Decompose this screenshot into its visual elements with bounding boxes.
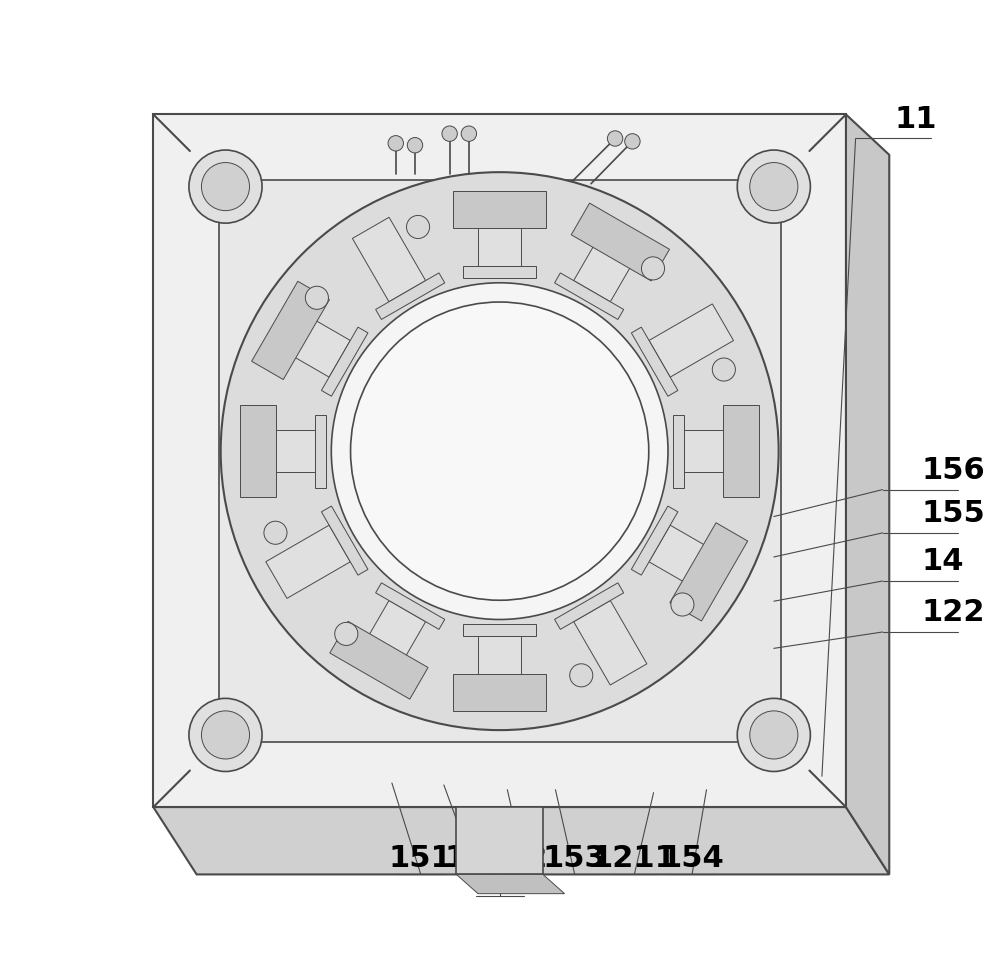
Circle shape	[461, 127, 477, 142]
Polygon shape	[456, 807, 543, 875]
Polygon shape	[321, 328, 368, 397]
Circle shape	[305, 287, 328, 310]
Polygon shape	[352, 601, 426, 685]
Polygon shape	[240, 406, 276, 498]
Circle shape	[442, 127, 457, 142]
Text: 155: 155	[921, 499, 985, 528]
Polygon shape	[478, 636, 521, 709]
Polygon shape	[453, 192, 546, 229]
Polygon shape	[321, 506, 368, 576]
Text: 122: 122	[921, 598, 985, 627]
Polygon shape	[555, 274, 624, 320]
Polygon shape	[649, 526, 734, 599]
Circle shape	[407, 138, 423, 154]
Polygon shape	[330, 622, 428, 700]
Text: 12: 12	[505, 844, 548, 873]
Circle shape	[750, 163, 798, 211]
Polygon shape	[670, 523, 748, 622]
Polygon shape	[376, 274, 445, 320]
Polygon shape	[266, 526, 350, 599]
Text: 151: 151	[389, 844, 453, 873]
Polygon shape	[649, 305, 734, 378]
Polygon shape	[153, 115, 846, 807]
Circle shape	[407, 216, 430, 239]
Circle shape	[625, 135, 640, 150]
Polygon shape	[846, 115, 889, 875]
Circle shape	[189, 151, 262, 224]
Text: 14: 14	[921, 547, 964, 576]
Circle shape	[331, 283, 668, 620]
Circle shape	[201, 163, 250, 211]
Circle shape	[351, 303, 649, 601]
Text: 13: 13	[478, 865, 521, 894]
Polygon shape	[571, 204, 670, 282]
Polygon shape	[266, 305, 350, 378]
Circle shape	[201, 711, 250, 759]
Text: 154: 154	[660, 844, 724, 873]
Polygon shape	[673, 415, 684, 488]
Text: 153: 153	[543, 844, 607, 873]
Circle shape	[264, 522, 287, 545]
Circle shape	[641, 258, 665, 281]
Circle shape	[671, 593, 694, 616]
Polygon shape	[478, 194, 521, 267]
Polygon shape	[574, 601, 647, 685]
Polygon shape	[219, 181, 781, 742]
Polygon shape	[242, 431, 315, 473]
Polygon shape	[631, 328, 678, 397]
Polygon shape	[555, 583, 624, 629]
Text: 11: 11	[894, 105, 937, 134]
Polygon shape	[352, 218, 426, 303]
Circle shape	[712, 358, 735, 382]
Polygon shape	[315, 415, 326, 488]
Circle shape	[750, 711, 798, 759]
Polygon shape	[723, 406, 759, 498]
Polygon shape	[376, 583, 445, 629]
Polygon shape	[631, 506, 678, 576]
Circle shape	[737, 151, 810, 224]
Circle shape	[737, 699, 810, 772]
Polygon shape	[574, 218, 647, 303]
Polygon shape	[252, 282, 329, 381]
Circle shape	[221, 173, 779, 730]
Circle shape	[335, 623, 358, 646]
Text: 1211: 1211	[592, 844, 677, 873]
Circle shape	[570, 664, 593, 687]
Circle shape	[189, 699, 262, 772]
Circle shape	[607, 132, 623, 147]
Polygon shape	[463, 625, 536, 636]
Circle shape	[388, 136, 403, 152]
Polygon shape	[456, 875, 565, 894]
Polygon shape	[153, 807, 889, 875]
Text: 152: 152	[445, 844, 508, 873]
Polygon shape	[463, 267, 536, 279]
Polygon shape	[453, 675, 546, 711]
Polygon shape	[684, 431, 757, 473]
Text: 156: 156	[921, 456, 985, 484]
